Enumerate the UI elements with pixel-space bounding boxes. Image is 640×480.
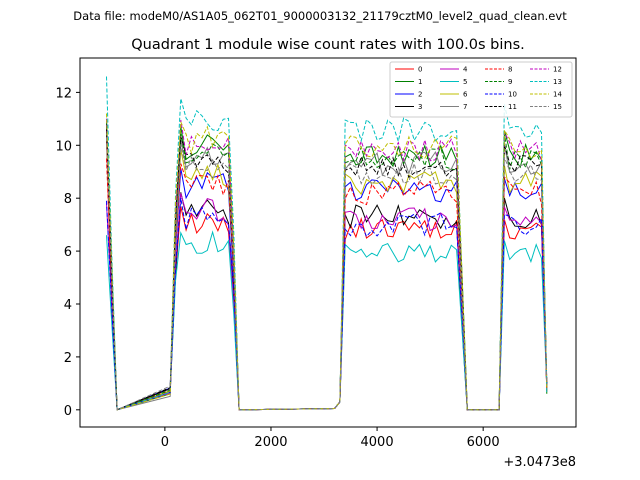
legend-label-8: 8 [508,66,512,74]
y-tick-label: 2 [64,351,72,366]
y-tick-label: 8 [64,192,72,207]
legend-label-5: 5 [463,78,467,86]
legend-label-15: 15 [553,103,562,111]
legend-label-2: 2 [418,91,422,99]
legend-label-3: 3 [418,103,422,111]
x-tick-label: 4000 [361,435,394,450]
series-layer [106,76,548,411]
legend-label-4: 4 [463,66,468,74]
x-tick-label: 2000 [254,435,287,450]
legend-label-6: 6 [463,91,468,99]
x-tick-label: 6000 [467,435,500,450]
series-line-15 [106,137,548,411]
series-line-14 [106,113,548,411]
y-tick-label: 6 [64,245,72,260]
legend-box [389,61,573,118]
legend-label-0: 0 [418,66,422,74]
legend-label-13: 13 [553,78,562,86]
legend-label-7: 7 [463,103,467,111]
legend-label-12: 12 [553,66,562,74]
y-tick-label: 12 [55,86,72,101]
y-tick-label: 4 [64,298,72,313]
ticks-layer: 0 2000 4000 6000 0 2 4 6 8 10 12 [55,86,499,450]
chart-title: Quadrant 1 module wise count rates with … [131,37,525,53]
axes-frame [79,57,577,428]
legend-label-9: 9 [508,78,512,86]
legend-label-11: 11 [508,103,517,111]
y-tick-label: 10 [55,139,72,154]
legend-label-14: 14 [553,91,562,99]
y-tick-label: 0 [64,404,72,419]
legend-label-1: 1 [418,78,422,86]
legend-label-10: 10 [508,91,517,99]
chart-suptitle: Data file: modeM0/AS1A05_062T01_90000031… [73,9,567,23]
x-axis-offset-label: +3.0473e8 [503,455,576,470]
x-tick-label: 0 [161,435,169,450]
